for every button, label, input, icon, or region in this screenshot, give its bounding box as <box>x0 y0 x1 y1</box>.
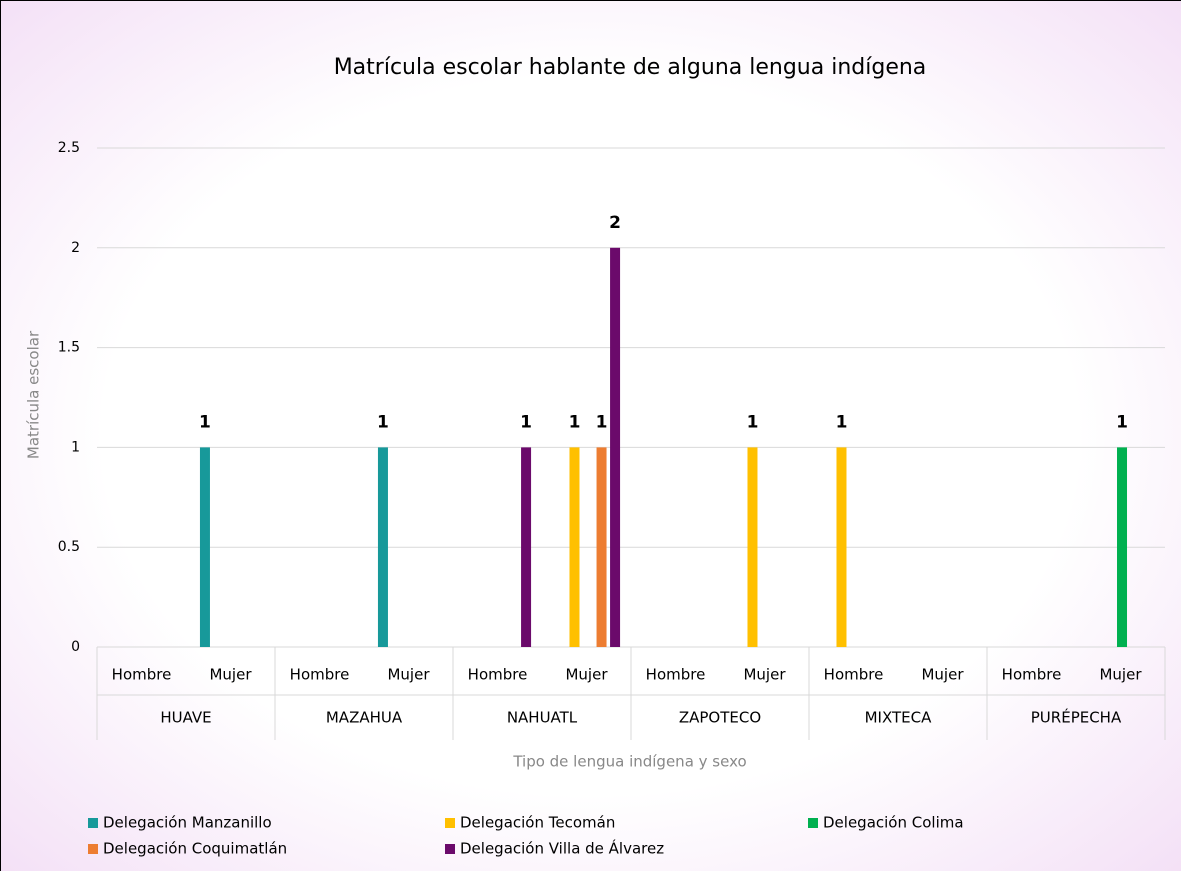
y-axis-title: Matrícula escolar <box>25 330 43 459</box>
legend-marker <box>445 818 455 828</box>
chart-title: Matrícula escolar hablante de alguna len… <box>334 55 927 80</box>
group-label: ZAPOTECO <box>679 709 761 727</box>
x-tick-label: Mujer <box>743 666 786 684</box>
data-label: 1 <box>569 412 581 432</box>
x-axis-title: Tipo de lengua indígena y sexo <box>512 753 746 771</box>
bar <box>836 447 846 647</box>
bar <box>521 447 531 647</box>
y-tick-label: 1.5 <box>58 340 80 356</box>
chart: Matrícula escolar hablante de alguna len… <box>0 0 1181 871</box>
x-tick-label: Hombre <box>1002 666 1062 684</box>
bar <box>378 447 388 647</box>
group-label: HUAVE <box>160 709 211 727</box>
background <box>0 0 1181 871</box>
legend-label: Delegación Villa de Álvarez <box>460 839 664 858</box>
page: Matrícula escolar hablante de alguna len… <box>0 0 1181 871</box>
bar <box>610 248 620 647</box>
x-tick-label: Hombre <box>290 666 350 684</box>
group-label: PURÉPECHA <box>1031 708 1122 727</box>
data-label: 1 <box>520 412 532 432</box>
bar <box>569 447 579 647</box>
x-tick-label: Mujer <box>1099 666 1142 684</box>
data-label: 1 <box>596 412 608 432</box>
x-tick-label: Hombre <box>646 666 706 684</box>
legend-marker <box>808 818 818 828</box>
x-tick-label: Hombre <box>824 666 884 684</box>
data-label: 1 <box>747 412 759 432</box>
y-tick-label: 0.5 <box>58 539 80 555</box>
data-label: 1 <box>836 412 848 432</box>
y-tick-label: 2 <box>71 240 80 256</box>
data-label: 1 <box>1116 412 1128 432</box>
data-label: 1 <box>199 412 211 432</box>
y-tick-label: 0 <box>71 639 80 655</box>
group-label: MIXTECA <box>865 709 932 727</box>
legend-marker <box>88 818 98 828</box>
y-tick-label: 1 <box>71 439 80 455</box>
x-tick-label: Hombre <box>112 666 172 684</box>
data-label: 2 <box>609 213 621 233</box>
legend-label: Delegación Manzanillo <box>103 814 272 832</box>
y-tick-label: 2.5 <box>58 140 80 156</box>
data-label: 1 <box>377 412 389 432</box>
x-tick-label: Mujer <box>209 666 252 684</box>
x-tick-label: Mujer <box>921 666 964 684</box>
x-tick-label: Mujer <box>387 666 430 684</box>
bar <box>747 447 757 647</box>
legend-marker <box>88 844 98 854</box>
legend-marker <box>445 844 455 854</box>
x-tick-label: Hombre <box>468 666 528 684</box>
legend-label: Delegación Colima <box>823 814 964 832</box>
bar <box>597 447 607 647</box>
legend-label: Delegación Tecomán <box>460 814 615 832</box>
x-tick-label: Mujer <box>565 666 608 684</box>
bar <box>1117 447 1127 647</box>
bar <box>200 447 210 647</box>
legend-label: Delegación Coquimatlán <box>103 840 287 858</box>
group-label: MAZAHUA <box>326 709 403 727</box>
group-label: NAHUATL <box>507 709 578 727</box>
